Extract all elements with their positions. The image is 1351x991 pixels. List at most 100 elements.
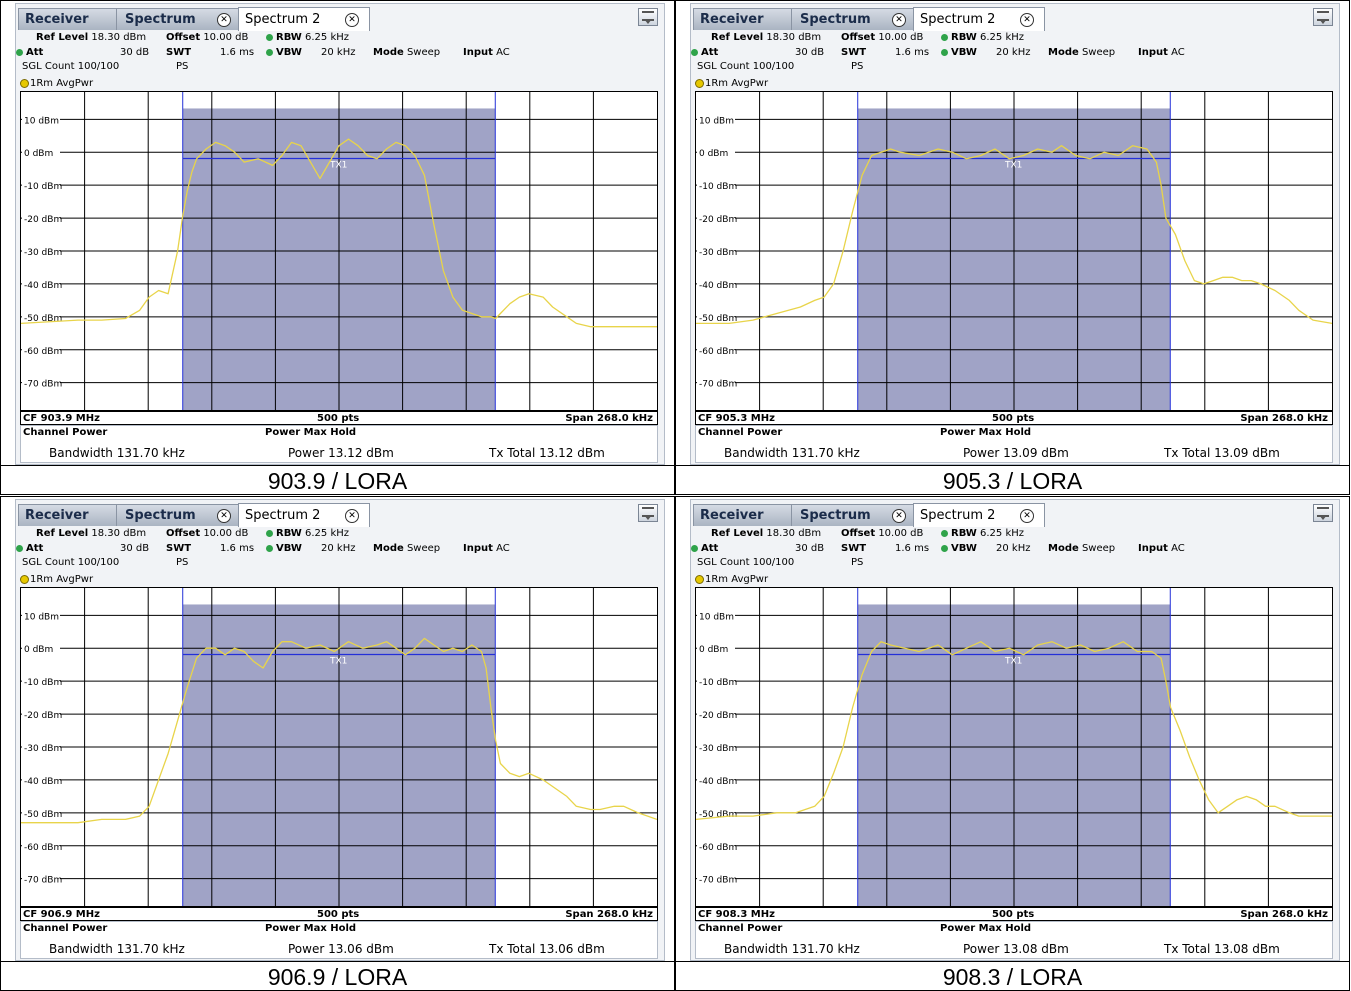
rbw-label: RBW [276, 528, 302, 539]
mode: Mode Sweep [1048, 46, 1115, 60]
spectrum-plot[interactable]: 10 dBm 0 dBm -10 dBm -20 dBm -30 dBm -40 dBm -… [20, 91, 658, 411]
att-label: Att [701, 47, 719, 58]
tick-label-background [22, 343, 60, 356]
trace-label: 1Rm AvgPwr [695, 78, 768, 90]
sweep-points: 500 pts [317, 909, 360, 920]
tab-spectrum-2[interactable]: Spectrum 2 ✕ [238, 503, 370, 527]
swt: SWT [166, 542, 191, 556]
tab-receiver[interactable]: Receiver [18, 504, 118, 526]
y-tick-label: -50 dBm [24, 314, 62, 324]
tab-spectrum-2[interactable]: Spectrum 2 ✕ [913, 7, 1045, 31]
tick-label-background [22, 806, 60, 819]
tab-spectrum-label: Spectrum [800, 12, 871, 27]
close-icon[interactable]: ✕ [217, 13, 231, 27]
tab-receiver[interactable]: Receiver [693, 8, 793, 30]
tab-spectrum-label: Spectrum [125, 12, 196, 27]
tab-spectrum-2[interactable]: Spectrum 2 ✕ [238, 7, 370, 31]
offset: Offset 10.00 dB [841, 31, 923, 45]
ref-level-value: 18.30 dBm [91, 32, 147, 43]
trace-label: 1Rm AvgPwr [20, 78, 93, 90]
tick-label-background [22, 179, 60, 192]
figure-cell: Receiver Spectrum ✕ Spectrum 2 ✕ Ref Level… [675, 496, 1350, 991]
channel-power-results: Channel Power Power Max Hold Bandwidth 1… [20, 921, 658, 959]
y-tick-label: -20 dBm [24, 711, 62, 721]
tx-total-result: Tx Total 13.12 dBm [489, 446, 605, 460]
tick-label-background [697, 343, 735, 356]
tick-label-background [697, 839, 735, 852]
rbw-value: 6.25 kHz [980, 528, 1025, 539]
sweep-points: 500 pts [317, 413, 360, 424]
tx-total-result: Tx Total 13.08 dBm [1164, 942, 1280, 956]
tab-receiver-label: Receiver [700, 508, 764, 523]
y-tick-label: -40 dBm [24, 281, 62, 291]
spectrum-analyzer-window: Receiver Spectrum ✕ Spectrum 2 ✕ Ref Level… [690, 499, 1340, 961]
close-icon[interactable]: ✕ [217, 509, 231, 523]
channel-label: TX1 [1004, 656, 1022, 666]
y-tick-label: -20 dBm [699, 215, 737, 225]
spectrum-plot[interactable]: 10 dBm 0 dBm -10 dBm -20 dBm -30 dBm -40 dBm -… [20, 587, 658, 907]
status-dot [266, 544, 273, 552]
ps-indicator: PS [176, 61, 189, 72]
bandwidth-result: Bandwidth 131.70 kHz [724, 446, 860, 460]
spectrum-plot[interactable]: 10 dBm 0 dBm -10 dBm -20 dBm -30 dBm -40 dBm -… [695, 91, 1333, 411]
status-dot [266, 529, 273, 537]
y-tick-label: -10 dBm [699, 678, 737, 688]
close-icon[interactable]: ✕ [345, 509, 359, 523]
vbw-label: VBW [951, 543, 977, 554]
close-icon[interactable]: ✕ [1020, 509, 1034, 523]
tab-receiver[interactable]: Receiver [18, 8, 118, 30]
tab-spectrum[interactable]: Spectrum ✕ [116, 8, 240, 30]
tick-label-background [697, 642, 735, 655]
sweep-points: 500 pts [992, 413, 1035, 424]
tab-spectrum[interactable]: Spectrum ✕ [791, 8, 915, 30]
tick-label-background [697, 245, 735, 257]
att: Att [691, 542, 718, 556]
close-icon[interactable]: ✕ [345, 13, 359, 27]
tab-receiver[interactable]: Receiver [693, 504, 793, 526]
center-frequency: CF 906.9 MHz [23, 909, 100, 920]
y-tick-label: -10 dBm [24, 182, 62, 192]
tab-spectrum-2[interactable]: Spectrum 2 ✕ [913, 503, 1045, 527]
close-icon[interactable]: ✕ [1020, 13, 1034, 27]
power-max-hold-label: Power Max Hold [940, 923, 1032, 934]
rbw-label: RBW [951, 528, 977, 539]
spectrum-chart: 10 dBm 0 dBm -10 dBm -20 dBm -30 dBm -40 dBm -… [696, 588, 1332, 906]
tab-spectrum-2-label: Spectrum 2 [245, 508, 321, 523]
menu-icon[interactable] [1313, 8, 1333, 26]
spectrum-plot[interactable]: 10 dBm 0 dBm -10 dBm -20 dBm -30 dBm -40 dBm -… [695, 587, 1333, 907]
tick-label-background [697, 212, 735, 225]
rbw: RBW 6.25 kHz [266, 527, 349, 541]
rbw-value: 6.25 kHz [980, 32, 1025, 43]
input-label: Input [1138, 543, 1168, 554]
menu-icon[interactable] [638, 504, 658, 522]
input-value: AC [496, 543, 510, 554]
close-icon[interactable]: ✕ [892, 509, 906, 523]
tick-label-background [697, 146, 735, 159]
menu-icon[interactable] [638, 8, 658, 26]
menu-icon[interactable] [1313, 504, 1333, 522]
tx-total-result: Tx Total 13.09 dBm [1164, 446, 1280, 460]
tick-label-background [697, 872, 735, 885]
status-dot [16, 48, 23, 56]
swt-value: 1.6 ms [220, 47, 255, 58]
tab-spectrum[interactable]: Spectrum ✕ [791, 504, 915, 526]
vbw: VBW [266, 46, 302, 60]
tab-spectrum[interactable]: Spectrum ✕ [116, 504, 240, 526]
tick-label-background [22, 872, 60, 885]
offset: Offset 10.00 dB [166, 527, 248, 541]
y-tick-label: -30 dBm [24, 248, 62, 258]
att-label: Att [26, 543, 44, 554]
span: Span 268.0 kHz [1240, 909, 1328, 920]
y-tick-label: -30 dBm [699, 744, 737, 754]
input-label: Input [1138, 47, 1168, 58]
ref-level: Ref Level 18.30 dBm [36, 31, 146, 45]
y-tick-label: -70 dBm [699, 876, 737, 886]
mode: Mode Sweep [373, 46, 440, 60]
tick-label-background [22, 741, 60, 753]
sgl-count: SGL Count 100/100 [22, 557, 120, 568]
tick-label-background [22, 376, 60, 389]
close-icon[interactable]: ✕ [892, 13, 906, 27]
ref-level: Ref Level 18.30 dBm [711, 31, 821, 45]
trace-indicator-icon [695, 78, 704, 88]
swt-label: SWT [166, 47, 192, 58]
